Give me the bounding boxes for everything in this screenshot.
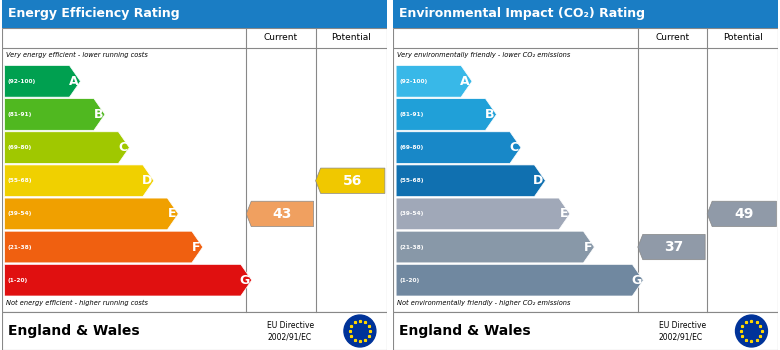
Polygon shape (5, 132, 129, 163)
Bar (393, 312, 778, 350)
Text: Not energy efficient - higher running costs: Not energy efficient - higher running co… (5, 300, 147, 306)
Polygon shape (396, 132, 521, 163)
Text: EU Directive
2002/91/EC: EU Directive 2002/91/EC (659, 321, 706, 341)
Polygon shape (638, 234, 705, 260)
Text: Very environmentally friendly - lower CO₂ emissions: Very environmentally friendly - lower CO… (397, 52, 570, 58)
Polygon shape (707, 201, 776, 226)
Polygon shape (5, 165, 154, 197)
Polygon shape (396, 198, 570, 230)
Text: Very energy efficient - lower running costs: Very energy efficient - lower running co… (5, 52, 147, 58)
Polygon shape (396, 264, 644, 296)
Text: England & Wales: England & Wales (399, 324, 530, 338)
Text: E: E (168, 208, 176, 220)
Text: F: F (584, 240, 592, 253)
Bar (393, 28, 778, 312)
Circle shape (736, 315, 768, 347)
Text: (81-91): (81-91) (399, 112, 424, 117)
Text: 43: 43 (273, 207, 292, 221)
Text: (21-38): (21-38) (8, 245, 32, 250)
Text: Not environmentally friendly - higher CO₂ emissions: Not environmentally friendly - higher CO… (397, 300, 571, 306)
Text: (1-20): (1-20) (8, 278, 28, 283)
Polygon shape (246, 201, 314, 226)
Polygon shape (396, 99, 497, 130)
Text: Current: Current (655, 34, 690, 42)
Text: F: F (193, 240, 200, 253)
Polygon shape (5, 231, 203, 263)
Text: (92-100): (92-100) (8, 79, 36, 84)
Text: A: A (460, 75, 470, 88)
Text: C: C (119, 141, 127, 154)
Text: E: E (559, 208, 568, 220)
Bar (2, 0, 387, 28)
Text: Potential: Potential (723, 34, 763, 42)
Text: (69-80): (69-80) (8, 145, 32, 150)
Text: (69-80): (69-80) (399, 145, 424, 150)
Polygon shape (396, 231, 594, 263)
Text: (55-68): (55-68) (399, 178, 424, 183)
Text: (39-54): (39-54) (8, 211, 32, 216)
Bar (2, 312, 387, 350)
Polygon shape (5, 198, 179, 230)
Text: EU Directive
2002/91/EC: EU Directive 2002/91/EC (268, 321, 314, 341)
Text: England & Wales: England & Wales (8, 324, 139, 338)
Text: (1-20): (1-20) (399, 278, 420, 283)
Text: C: C (510, 141, 519, 154)
Text: Environmental Impact (CO₂) Rating: Environmental Impact (CO₂) Rating (399, 7, 645, 21)
Polygon shape (396, 65, 472, 97)
Text: A: A (69, 75, 79, 88)
Text: G: G (631, 274, 641, 287)
Text: (55-68): (55-68) (8, 178, 32, 183)
Text: (39-54): (39-54) (399, 211, 424, 216)
Text: D: D (142, 174, 152, 187)
Text: 37: 37 (665, 240, 683, 254)
Text: (81-91): (81-91) (8, 112, 32, 117)
Text: B: B (94, 108, 103, 121)
Bar (393, 0, 778, 28)
Polygon shape (5, 65, 80, 97)
Bar (2, 28, 387, 312)
Polygon shape (5, 99, 105, 130)
Text: 49: 49 (735, 207, 754, 221)
Text: Potential: Potential (332, 34, 371, 42)
Text: Current: Current (264, 34, 298, 42)
Text: Energy Efficiency Rating: Energy Efficiency Rating (8, 7, 179, 21)
Text: G: G (239, 274, 250, 287)
Text: D: D (534, 174, 544, 187)
Polygon shape (5, 264, 252, 296)
Text: (21-38): (21-38) (399, 245, 424, 250)
Text: B: B (485, 108, 495, 121)
Text: 56: 56 (343, 174, 363, 188)
Circle shape (344, 315, 376, 347)
Polygon shape (396, 165, 545, 197)
Text: (92-100): (92-100) (399, 79, 427, 84)
Polygon shape (316, 168, 385, 194)
